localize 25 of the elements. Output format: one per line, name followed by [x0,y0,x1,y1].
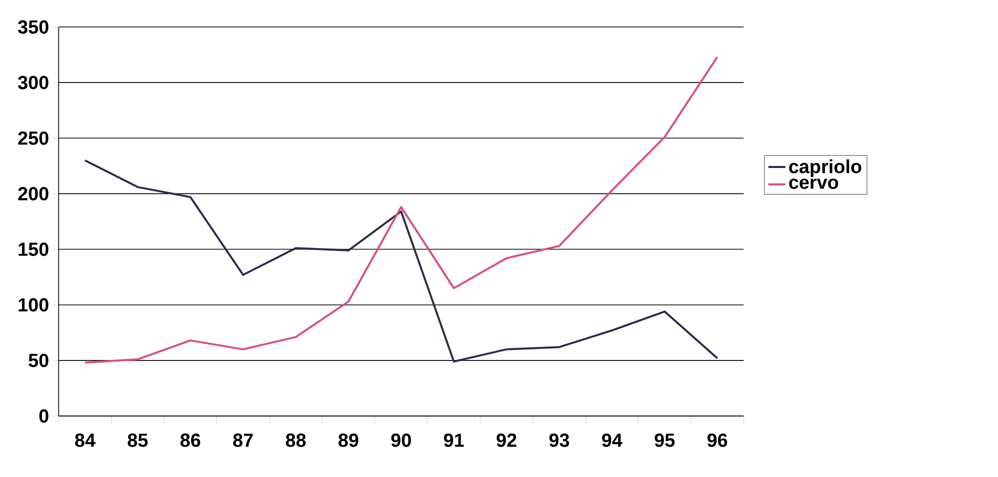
legend-label: capriolo [789,159,862,178]
x-tick-label: 90 [391,434,411,447]
x-tick-label: 93 [549,434,570,447]
x-tick-label: 92 [496,434,516,447]
y-tick-label: 200 [18,187,48,200]
y-tick-label: 300 [18,76,48,90]
x-tick-label: 86 [180,434,200,447]
x-tick-label: 91 [444,434,464,447]
y-tick-label: 50 [28,354,48,368]
y-tick-label: 100 [18,298,48,312]
x-tick-label: 95 [654,434,675,447]
y-tick-label: 150 [18,242,48,256]
x-tick-label: 87 [233,434,253,447]
x-tick-label: 88 [286,434,306,447]
legend-label: cervo [789,178,838,189]
x-tick-label: 84 [75,434,96,447]
line-series [84,56,718,364]
x-tick-label: 85 [128,434,148,447]
y-tick-label: 0 [39,409,48,423]
x-tick-label: 89 [338,434,358,447]
x-tick-label: 96 [707,434,728,447]
x-tick-label: 94 [602,434,622,447]
line-series [84,159,718,363]
y-tick-label: 250 [18,131,48,145]
y-tick-label: 350 [18,20,48,34]
